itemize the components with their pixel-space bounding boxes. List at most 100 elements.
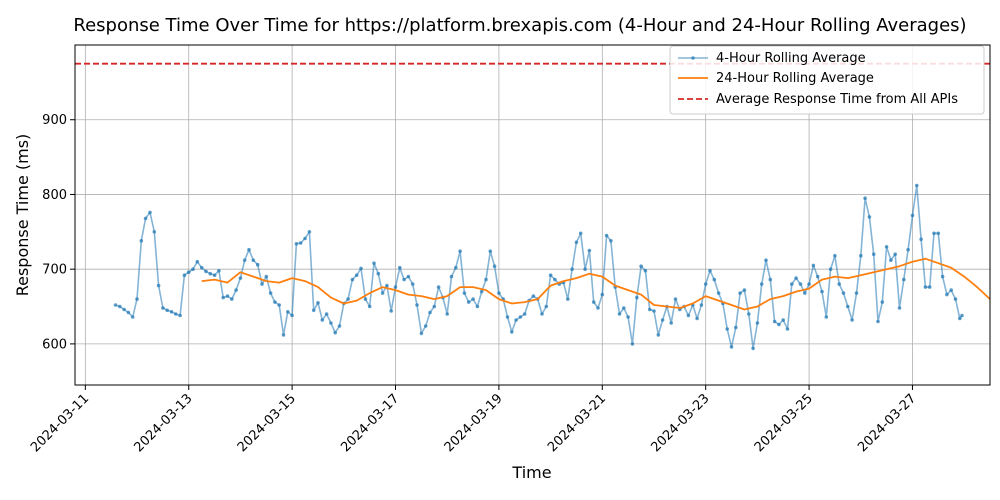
data-point-4h — [186, 270, 191, 275]
data-point-4h — [703, 282, 708, 286]
x-axis-ticks: 2024-03-11 2024-03-13 2024-03-15 2024-03-17… — [28, 385, 919, 455]
data-point-4h — [859, 253, 863, 258]
data-point-4h — [130, 315, 135, 319]
data-point-4h — [824, 315, 829, 319]
data-point-4h — [449, 274, 454, 279]
x-tick-label: 2024-03-23 — [648, 391, 712, 455]
legend: 4-Hour Rolling Average 24-Hour Rolling A… — [669, 45, 985, 115]
plot-data — [75, 62, 991, 351]
data-point-4h — [350, 277, 355, 282]
data-point-4h — [915, 183, 919, 188]
data-point-4h — [316, 301, 320, 305]
data-point-4h — [118, 304, 122, 309]
data-point-4h — [290, 313, 294, 318]
data-point-4h — [152, 230, 157, 234]
data-point-4h — [415, 303, 419, 307]
data-point-4h — [863, 196, 867, 200]
x-tick-label: 2024-03-13 — [132, 391, 196, 455]
data-point-4h — [876, 319, 880, 324]
data-point-4h — [953, 297, 958, 301]
data-point-4h — [695, 316, 699, 321]
data-point-4h — [738, 291, 742, 295]
data-point-4h — [596, 306, 600, 310]
data-point-4h — [204, 269, 208, 274]
data-point-4h — [492, 264, 497, 269]
data-point-4h — [169, 310, 174, 314]
data-point-4h — [311, 308, 316, 313]
data-point-4h — [893, 252, 897, 256]
data-point-4h — [359, 266, 363, 271]
data-point-4h — [699, 303, 704, 307]
data-point-4h — [385, 283, 389, 288]
data-point-4h — [807, 282, 811, 286]
data-point-4h — [329, 321, 333, 325]
data-point-4h — [458, 249, 462, 253]
data-point-4h — [927, 285, 932, 289]
data-point-4h — [587, 248, 592, 253]
data-point-4h — [871, 252, 876, 256]
data-point-4h — [772, 319, 777, 324]
data-point-4h — [260, 282, 264, 286]
data-point-4h — [268, 291, 273, 295]
data-point-4h — [234, 288, 238, 292]
data-point-4h — [600, 292, 605, 297]
data-point-4h — [716, 291, 721, 295]
data-point-4h — [639, 264, 643, 269]
data-point-4h — [505, 315, 510, 319]
data-point-4h — [544, 304, 549, 309]
data-point-4h — [475, 304, 480, 309]
y-axis-ticks: 600 700 800 900 — [42, 113, 75, 352]
data-point-4h — [837, 282, 841, 286]
data-point-4h — [652, 309, 656, 313]
data-point-4h — [574, 240, 579, 245]
data-point-4h — [471, 297, 475, 301]
data-point-4h — [333, 330, 338, 335]
data-point-4h — [798, 282, 803, 286]
data-point-4h — [867, 215, 872, 219]
data-point-4h — [578, 231, 583, 236]
data-point-4h — [122, 307, 126, 312]
data-point-4h — [764, 258, 768, 263]
data-point-4h — [902, 277, 906, 282]
data-point-4h — [755, 321, 760, 325]
data-point-4h — [747, 312, 751, 316]
data-point-4h — [790, 282, 794, 286]
data-point-4h — [729, 345, 734, 349]
legend-marker-4h — [691, 56, 695, 60]
data-point-4h — [380, 291, 385, 295]
data-point-4h — [510, 330, 514, 334]
data-point-4h — [884, 245, 889, 249]
data-point-4h — [307, 230, 312, 234]
data-point-4h — [591, 300, 596, 304]
x-tick-label: 2024-03-11 — [28, 391, 92, 455]
data-point-4h — [781, 318, 785, 322]
series-line-24h-rolling-average — [201, 257, 991, 311]
data-point-4h — [376, 271, 381, 276]
data-point-4h — [445, 312, 450, 316]
data-point-4h — [298, 241, 303, 245]
data-point-4h — [833, 253, 837, 258]
data-point-4h — [945, 292, 949, 297]
x-axis-label: Time — [511, 463, 551, 482]
data-point-4h — [609, 239, 613, 243]
x-tick-label: 2024-03-27 — [855, 391, 919, 455]
y-tick-label: 600 — [42, 337, 67, 352]
legend-label-4h: 4-Hour Rolling Average — [716, 51, 866, 66]
data-point-4h — [354, 273, 359, 278]
data-point-4h — [303, 236, 307, 241]
data-point-4h — [803, 291, 807, 295]
data-point-4h — [751, 346, 755, 351]
data-point-4h — [294, 242, 299, 246]
y-axis-label: Response Time (ms) — [13, 134, 32, 297]
data-point-4h — [949, 288, 953, 292]
data-point-4h — [225, 294, 230, 298]
data-point-4h — [410, 282, 415, 286]
data-point-4h — [518, 315, 523, 319]
data-point-4h — [923, 285, 928, 289]
x-tick-label: 2024-03-15 — [235, 391, 299, 455]
data-point-4h — [428, 310, 432, 315]
data-point-4h — [337, 324, 342, 328]
data-point-4h — [660, 318, 665, 322]
data-point-4h — [673, 297, 678, 301]
data-point-4h — [656, 333, 661, 337]
